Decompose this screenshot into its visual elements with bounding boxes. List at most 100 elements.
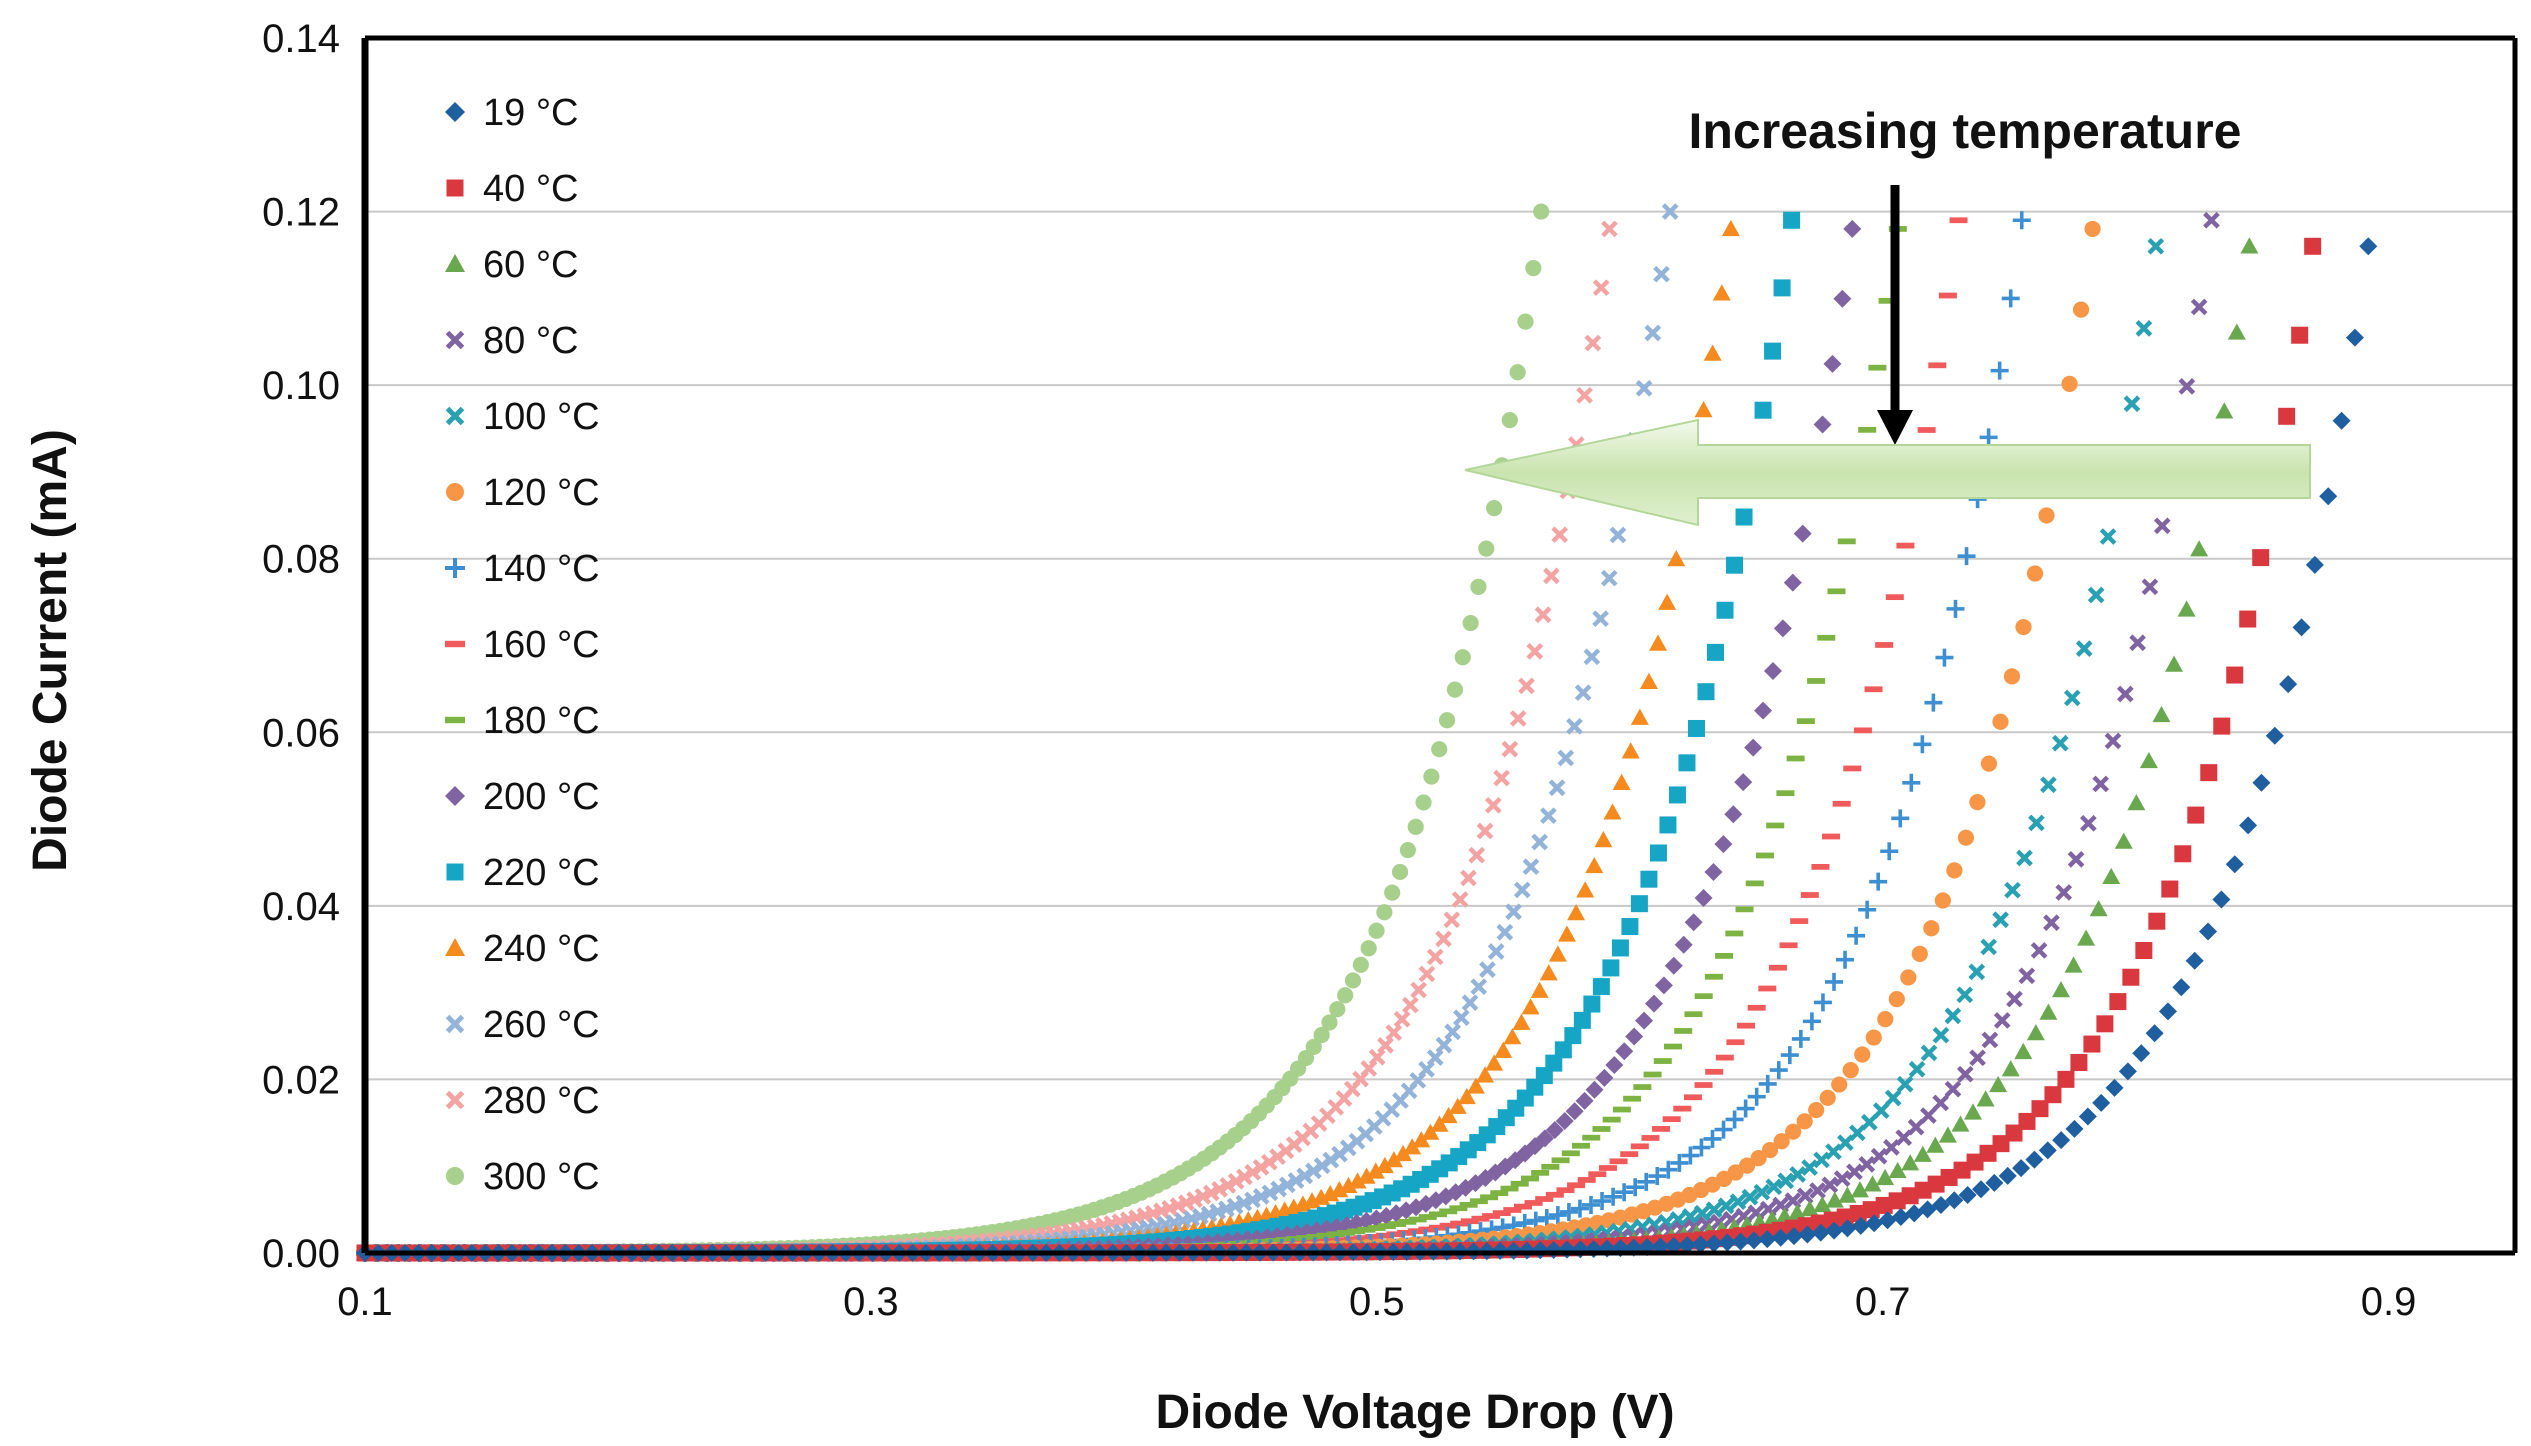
data-point bbox=[1604, 1187, 1623, 1206]
data-point bbox=[1704, 973, 1723, 980]
data-point bbox=[1583, 648, 1601, 666]
data-point bbox=[1545, 1054, 1563, 1072]
data-point bbox=[1402, 996, 1419, 1014]
data-point bbox=[1421, 1123, 1440, 1140]
data-point bbox=[1462, 614, 1479, 632]
data-point bbox=[1594, 831, 1613, 848]
data-point bbox=[2012, 211, 2031, 230]
data-point bbox=[1659, 816, 1677, 834]
data-point bbox=[1548, 1206, 1567, 1225]
data-point bbox=[1649, 634, 1668, 651]
legend-marker bbox=[445, 786, 465, 806]
data-point bbox=[1694, 401, 1713, 418]
data-point bbox=[1410, 981, 1427, 999]
data-point bbox=[1426, 1049, 1444, 1066]
data-point bbox=[1754, 701, 1773, 720]
data-point bbox=[2213, 717, 2231, 735]
data-point bbox=[1896, 1075, 1914, 1093]
data-point bbox=[1326, 1231, 1345, 1238]
data-point bbox=[2051, 981, 2070, 998]
data-point bbox=[1707, 643, 1725, 661]
data-point bbox=[1836, 950, 1855, 969]
data-point bbox=[1418, 1226, 1437, 1233]
data-point bbox=[1878, 297, 1897, 304]
data-point bbox=[1460, 1218, 1479, 1225]
data-point bbox=[1278, 1176, 1296, 1194]
data-point bbox=[1868, 364, 1887, 371]
data-point bbox=[2174, 845, 2192, 863]
data-point bbox=[2026, 1024, 2045, 1041]
data-point bbox=[1644, 994, 1663, 1013]
data-point bbox=[1471, 1215, 1490, 1222]
data-point bbox=[1639, 672, 1658, 689]
data-point bbox=[1582, 1134, 1601, 1141]
data-point bbox=[1296, 1167, 1314, 1185]
data-point bbox=[2141, 578, 2159, 596]
legend-label: 200 °C bbox=[483, 776, 600, 818]
data-point bbox=[1885, 594, 1904, 601]
data-point bbox=[1585, 1080, 1604, 1099]
data-point bbox=[1862, 1201, 1880, 1219]
data-point bbox=[1931, 1196, 1950, 1215]
data-point bbox=[2092, 1093, 2111, 1112]
data-point bbox=[1384, 884, 1401, 901]
data-point bbox=[1821, 1176, 1839, 1194]
data-point bbox=[1729, 1193, 1747, 1211]
x-axis-title: Diode Voltage Drop (V) bbox=[1155, 1386, 1674, 1439]
data-point bbox=[1907, 1118, 1925, 1136]
data-point bbox=[1245, 1239, 1264, 1246]
data-point bbox=[1555, 1111, 1574, 1130]
data-point bbox=[1352, 956, 1369, 973]
y-tick-label: 0.06 bbox=[262, 711, 340, 755]
temperature-annotation: Increasing temperature bbox=[1464, 103, 2311, 527]
data-point bbox=[1891, 809, 1910, 828]
data-point bbox=[1487, 943, 1505, 960]
data-point bbox=[1459, 1201, 1478, 1208]
data-point bbox=[1468, 846, 1486, 864]
data-point bbox=[1337, 1230, 1356, 1236]
data-point bbox=[1412, 1131, 1431, 1148]
data-point bbox=[1457, 1087, 1476, 1105]
data-point bbox=[1366, 1162, 1385, 1179]
data-point bbox=[1693, 1204, 1711, 1222]
data-point bbox=[1721, 219, 1740, 237]
data-point bbox=[1435, 1036, 1453, 1054]
data-point bbox=[2043, 914, 2060, 932]
data-point bbox=[1640, 870, 1658, 888]
data-point bbox=[1668, 786, 1686, 804]
data-point bbox=[1653, 265, 1670, 283]
data-point bbox=[2001, 1060, 2020, 1077]
data-point bbox=[1575, 1091, 1594, 1110]
data-point bbox=[1726, 556, 1744, 574]
y-tick-label: 0.00 bbox=[262, 1232, 340, 1276]
data-point bbox=[1505, 903, 1522, 921]
data-point bbox=[1920, 1107, 1937, 1124]
data-point bbox=[1758, 1230, 1777, 1249]
data-point bbox=[1588, 1171, 1607, 1178]
data-point bbox=[1493, 769, 1510, 787]
data-point bbox=[1951, 1115, 1970, 1132]
data-point bbox=[1858, 426, 1877, 433]
data-point bbox=[2102, 867, 2121, 885]
data-point bbox=[1659, 1160, 1678, 1179]
legend-marker bbox=[445, 254, 465, 272]
data-point bbox=[1490, 1190, 1509, 1196]
data-point bbox=[2114, 832, 2133, 849]
data-point bbox=[1635, 379, 1653, 397]
annotation-text: Increasing temperature bbox=[1689, 103, 2242, 159]
legend-marker bbox=[445, 1090, 465, 1110]
data-point bbox=[1876, 1168, 1895, 1186]
data-point bbox=[1747, 1004, 1766, 1011]
data-point bbox=[1957, 547, 1976, 566]
legend-marker bbox=[446, 483, 464, 501]
data-point bbox=[2015, 618, 2032, 636]
data-point bbox=[2089, 900, 2108, 917]
data-point bbox=[1796, 718, 1815, 725]
legend-entry: 220 °C bbox=[446, 852, 600, 894]
data-point bbox=[1612, 1106, 1631, 1113]
data-point bbox=[1823, 354, 1842, 373]
data-point bbox=[1603, 803, 1622, 820]
legend-entry: 120 °C bbox=[446, 472, 600, 514]
data-point bbox=[2319, 487, 2338, 506]
data-point bbox=[1808, 1101, 1825, 1119]
